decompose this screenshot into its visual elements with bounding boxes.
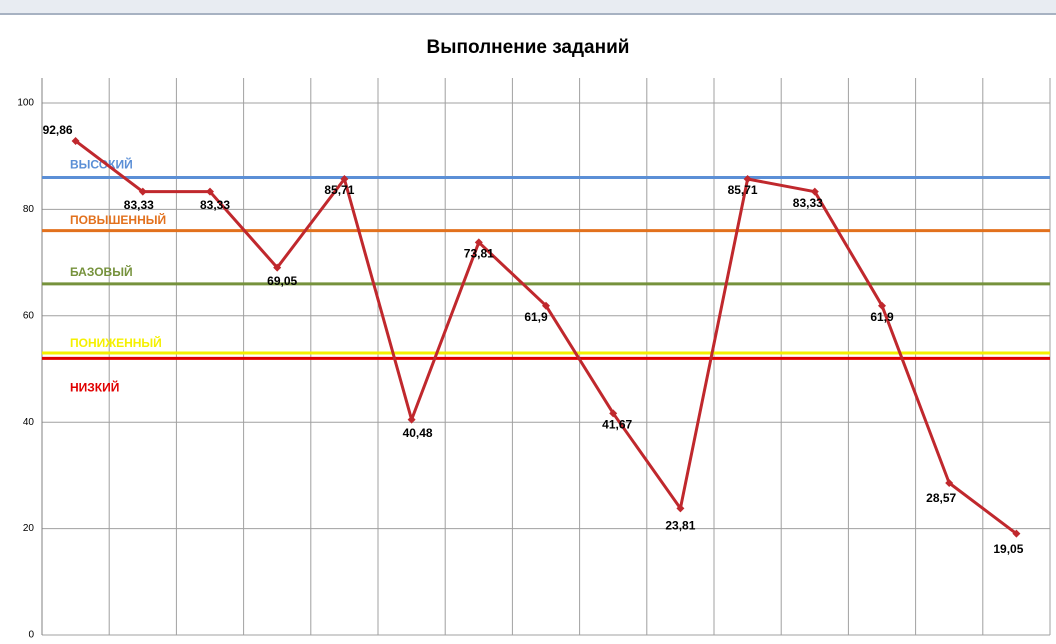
data-point	[878, 301, 886, 310]
data-label: 23,81	[665, 519, 695, 533]
data-label: 28,57	[926, 491, 956, 505]
data-label: 83,33	[124, 198, 154, 212]
data-point	[407, 415, 416, 424]
data-point	[1012, 529, 1021, 538]
data-label: 61,9	[524, 310, 548, 324]
data-label: 83,33	[793, 196, 823, 210]
level-label: БАЗОВЫЙ	[70, 264, 133, 279]
y-tick-label: 0	[28, 630, 34, 641]
data-label: 41,67	[602, 417, 632, 431]
data-point	[206, 187, 214, 196]
data-point	[71, 136, 80, 145]
data-label: 83,33	[200, 198, 230, 212]
chart-title: Выполнение заданий	[427, 37, 630, 58]
data-label: 92,86	[43, 123, 73, 137]
data-point	[743, 175, 752, 184]
data-label: 19,05	[993, 542, 1023, 556]
level-label: ВЫСОКИЙ	[70, 157, 133, 172]
data-label: 73,81	[464, 247, 494, 261]
data-point	[542, 301, 550, 310]
data-point	[676, 504, 685, 513]
data-label: 85,71	[324, 183, 354, 197]
data-label: 40,48	[403, 426, 433, 440]
data-label: 69,05	[267, 274, 297, 288]
y-tick-label: 20	[23, 523, 35, 534]
frame-top	[0, 0, 1056, 14]
data-point	[340, 175, 349, 184]
data-point	[810, 187, 819, 196]
y-tick-label: 100	[17, 98, 34, 109]
data-point	[138, 187, 147, 196]
y-tick-label: 60	[23, 310, 35, 321]
data-point	[609, 409, 618, 418]
level-label: ПОНИЖЕННЫЙ	[70, 335, 162, 350]
data-label: 85,71	[728, 183, 758, 197]
data-point	[474, 238, 483, 247]
y-tick-label: 40	[23, 417, 35, 428]
data-point	[273, 263, 282, 272]
data-label: 61,9	[870, 310, 894, 324]
level-label: ПОВЫШЕННЫЙ	[70, 212, 166, 227]
data-point	[945, 479, 954, 488]
level-label: НИЗКИЙ	[70, 380, 119, 395]
y-tick-label: 80	[23, 204, 35, 215]
